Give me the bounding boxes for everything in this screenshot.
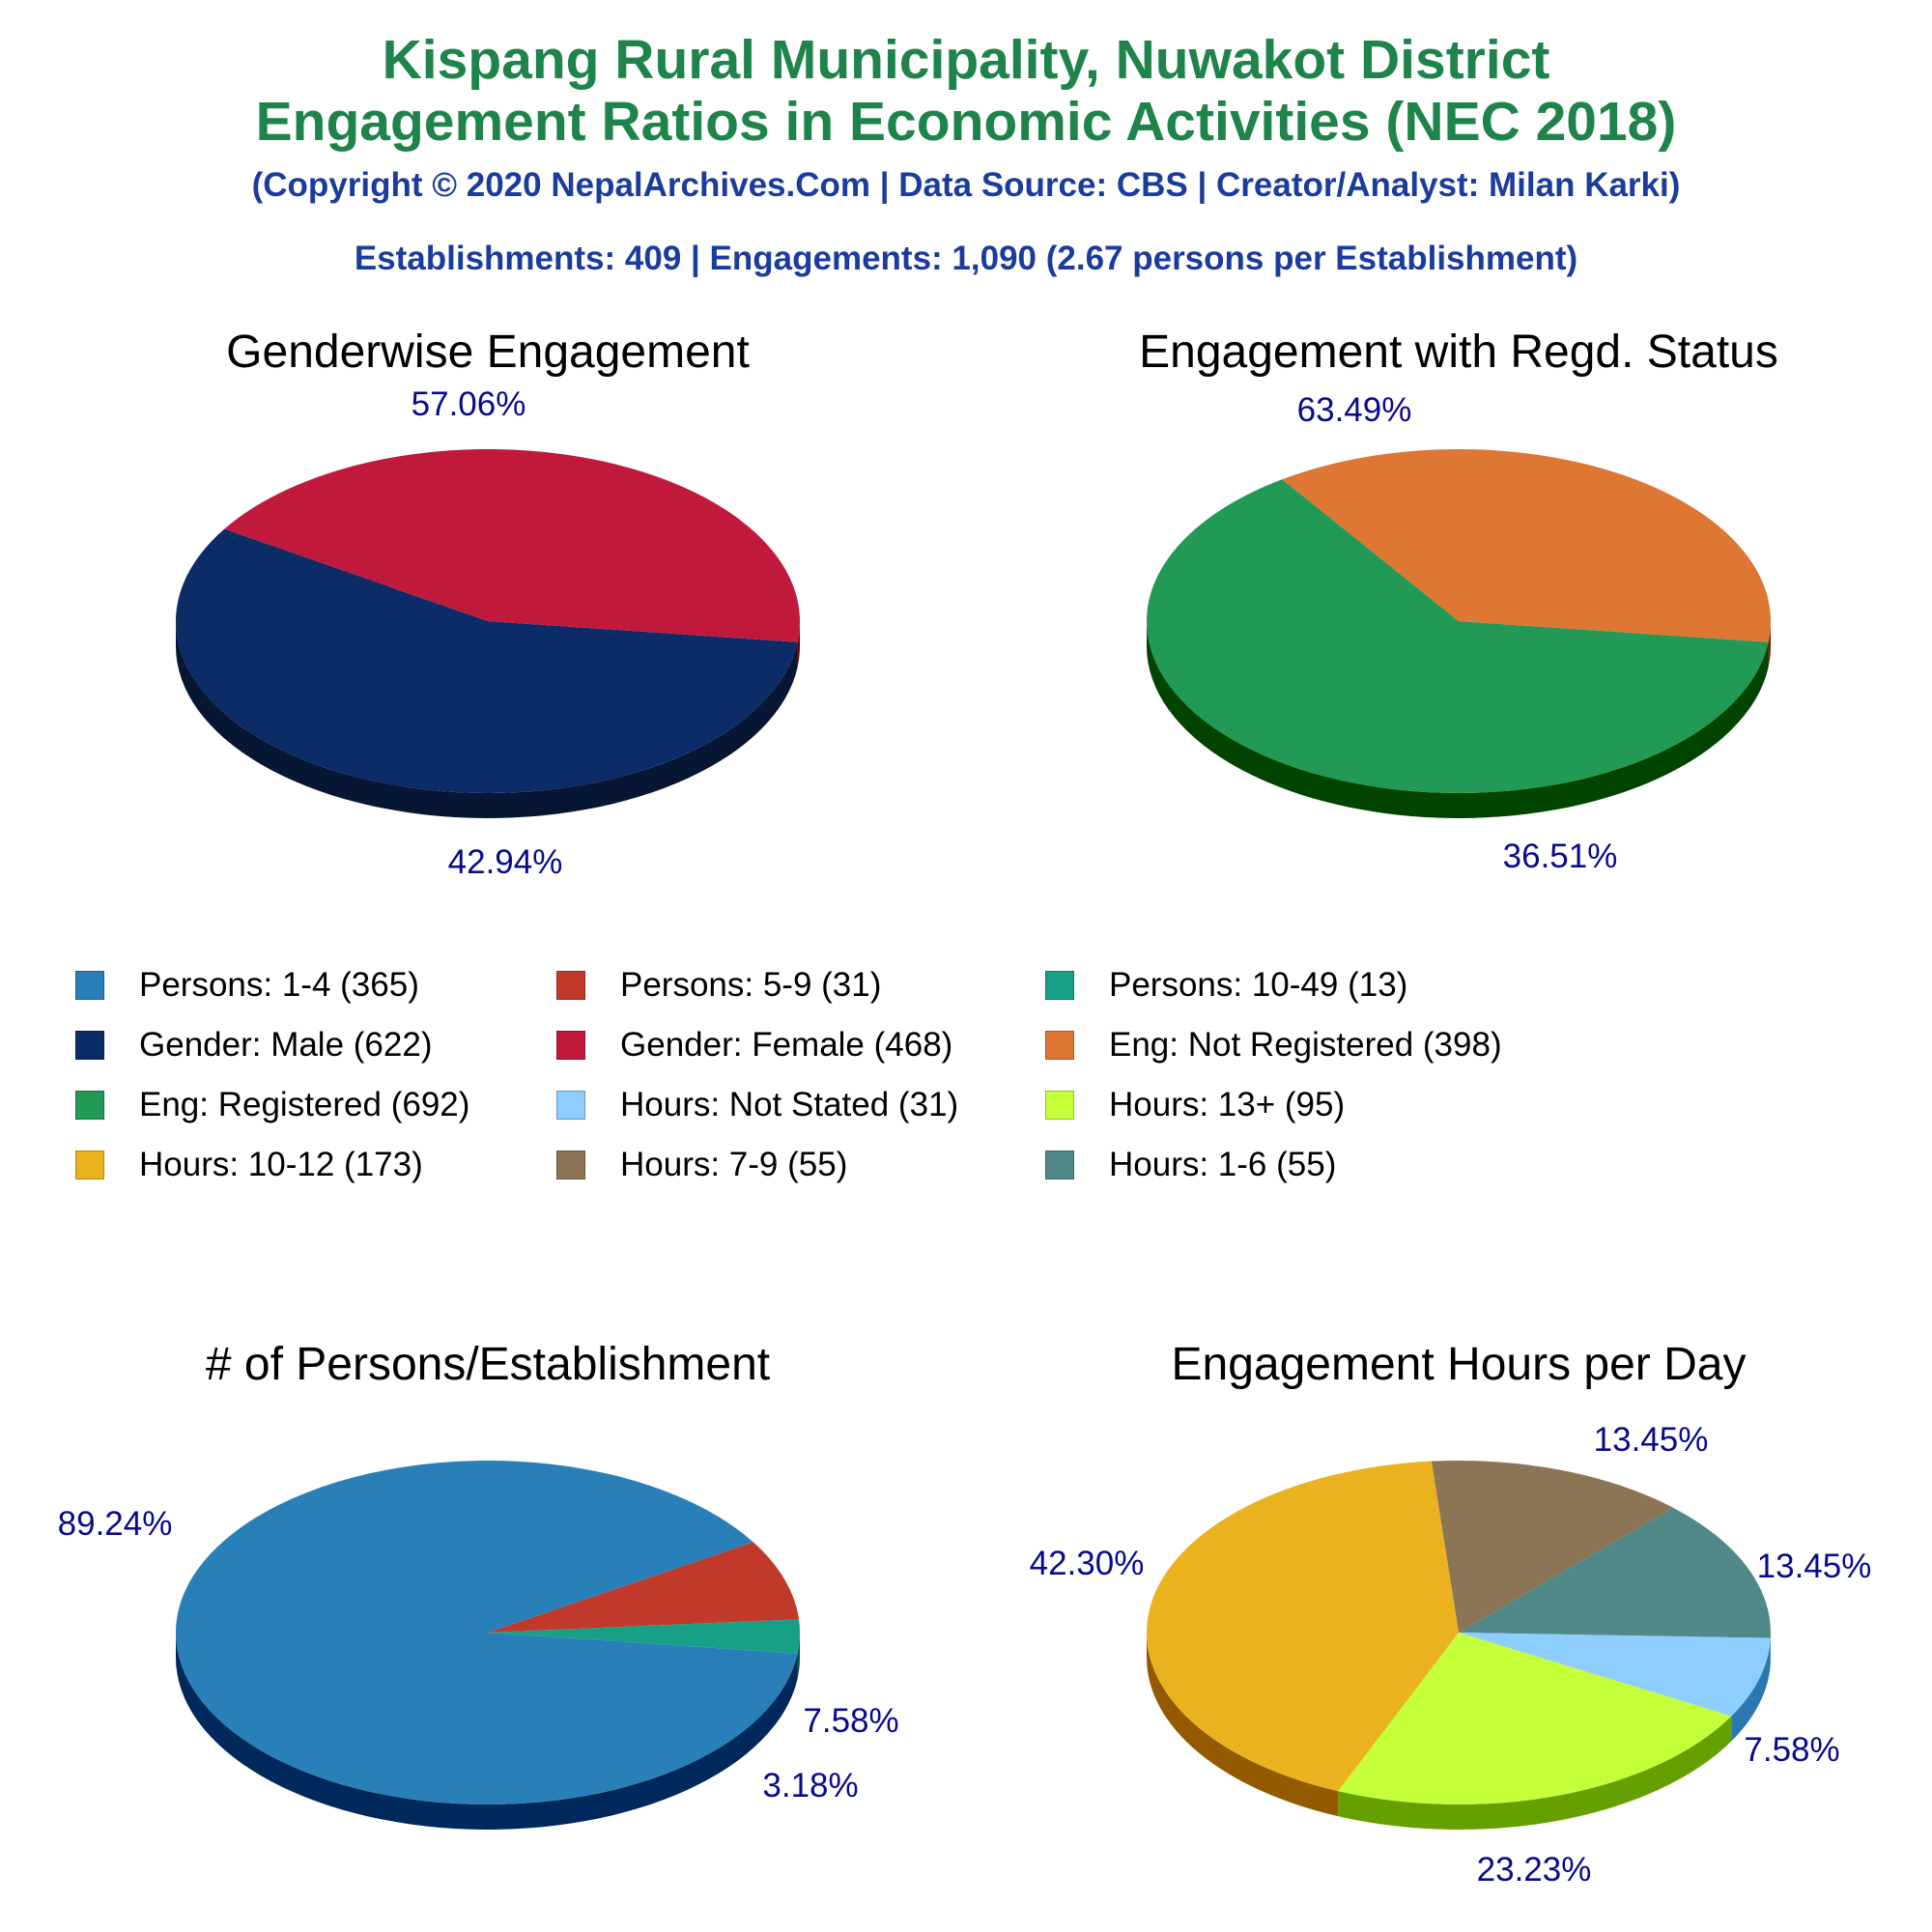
legend-swatch	[556, 1151, 585, 1179]
legend-item: Gender: Female (468)	[556, 1026, 952, 1065]
pie-slice-percent-label: 63.49%	[1297, 391, 1412, 429]
legend-swatch	[556, 971, 585, 1000]
pie-chart-title: Genderwise Engagement	[226, 327, 750, 378]
legend-item: Hours: Not Stated (31)	[556, 1086, 958, 1124]
legend-swatch	[75, 1091, 104, 1120]
summary-line: Establishments: 409 | Engagements: 1,090…	[354, 240, 1578, 277]
legend-label: Eng: Registered (692)	[139, 1086, 470, 1123]
legend-item: Hours: 10-12 (173)	[75, 1146, 423, 1184]
pie-side-wall	[797, 621, 800, 668]
pie-side-wall	[1147, 1633, 1339, 1817]
pie-side-wall	[1338, 1716, 1732, 1830]
pie-slice	[1459, 1507, 1771, 1638]
pie-chart-1: Genderwise Engagement 57.06% 42.94%	[175, 327, 800, 881]
pie-chart-4: Engagement Hours per Day 13.45% 13.45% 7.58…	[1030, 1339, 1872, 1889]
pie-slice	[1282, 449, 1771, 642]
legend-swatch	[75, 971, 104, 1000]
legend-item: Gender: Male (622)	[75, 1026, 432, 1065]
legend-label: Hours: 10-12 (173)	[139, 1146, 423, 1183]
pie-slice-percent-label: 7.58%	[1744, 1731, 1839, 1769]
legend-label: Hours: Not Stated (31)	[620, 1086, 959, 1123]
legend-label: Gender: Female (468)	[620, 1026, 953, 1064]
pie-slice	[224, 449, 800, 642]
legend-label: Gender: Male (622)	[139, 1026, 433, 1064]
legend-item: Hours: 1-6 (55)	[1045, 1146, 1336, 1184]
pie-slice	[488, 1619, 800, 1654]
legend-item: Persons: 5-9 (31)	[556, 966, 881, 1005]
pie-chart-title: Engagement Hours per Day	[1172, 1339, 1747, 1390]
pie-slice-percent-label: 23.23%	[1477, 1851, 1592, 1889]
legend-label: Persons: 10-49 (13)	[1109, 966, 1408, 1004]
pie-slice	[1459, 1633, 1771, 1717]
legend-swatch	[1045, 1031, 1074, 1060]
legend-label: Persons: 1-4 (365)	[139, 966, 419, 1004]
chart-header: Kispang Rural Municipality, Nuwakot Dist…	[0, 0, 1932, 278]
main-title-line-1: Kispang Rural Municipality, Nuwakot Dist…	[382, 29, 1550, 91]
legend-swatch	[1045, 971, 1074, 1000]
legend-swatch	[1045, 1091, 1074, 1120]
pie-slice-percent-label: 13.45%	[1594, 1421, 1709, 1459]
legend-item: Eng: Not Registered (398)	[1045, 1026, 1502, 1065]
legend-swatch	[75, 1031, 104, 1060]
pie-slice-percent-label: 42.94%	[448, 843, 563, 881]
pie-slice	[175, 528, 798, 793]
pie-slice	[176, 1461, 798, 1804]
legend-item: Persons: 1-4 (365)	[75, 966, 419, 1005]
pie-chart-title: Engagement with Regd. Status	[1139, 327, 1778, 378]
pie-slice-percent-label: 89.24%	[58, 1505, 173, 1543]
pie-slice-percent-label: 7.58%	[803, 1702, 898, 1740]
pie-chart-2: Engagement with Regd. Status 63.49% 36.51%	[1139, 327, 1778, 875]
pie-slice-percent-label: 42.30%	[1030, 1545, 1145, 1582]
legend-item: Persons: 10-49 (13)	[1045, 966, 1407, 1005]
legend-swatch	[556, 1091, 585, 1120]
pie-side-wall	[1768, 621, 1771, 668]
pie-chart-title: # of Persons/Establishment	[206, 1339, 770, 1390]
legend-label: Hours: 1-6 (55)	[1109, 1146, 1337, 1183]
pie-chart-3: # of Persons/Establishment 89.24% 7.58% 3.1…	[58, 1339, 899, 1830]
legend-item: Hours: 7-9 (55)	[556, 1146, 847, 1184]
legend-swatch	[75, 1151, 104, 1179]
legend-item: Eng: Registered (692)	[75, 1086, 469, 1124]
pie-side-wall	[1731, 1637, 1771, 1742]
legend-label: Hours: 7-9 (55)	[620, 1146, 848, 1183]
pie-slice-percent-label: 57.06%	[412, 385, 526, 423]
legend-swatch	[1045, 1151, 1074, 1179]
legend-swatch	[556, 1031, 585, 1060]
legend-label: Hours: 13+ (95)	[1109, 1086, 1346, 1123]
legend-item: Hours: 13+ (95)	[1045, 1086, 1345, 1124]
legend-label: Eng: Not Registered (398)	[1109, 1026, 1502, 1064]
pie-slice-percent-label: 13.45%	[1757, 1548, 1872, 1585]
pie-slice	[1338, 1633, 1732, 1804]
pie-slice-percent-label: 3.18%	[762, 1767, 858, 1804]
pie-slice	[1146, 479, 1769, 793]
pie-side-wall	[797, 1633, 800, 1679]
pie-slice	[488, 1542, 800, 1633]
legend-label: Persons: 5-9 (31)	[620, 966, 882, 1004]
pie-slice	[1147, 1461, 1459, 1792]
copyright-line: (Copyright © 2020 NepalArchives.Com | Da…	[251, 166, 1681, 204]
pie-slice	[1431, 1461, 1673, 1633]
pie-slice-percent-label: 36.51%	[1503, 838, 1618, 875]
main-title-line-2: Engagement Ratios in Economic Activities…	[255, 91, 1677, 153]
